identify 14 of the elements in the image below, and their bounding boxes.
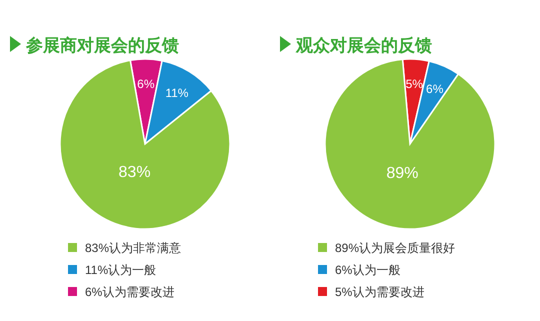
chart-title: 参展商对展会的反馈 [25, 36, 179, 55]
legend-label: 6%认为需要改进 [85, 285, 174, 299]
legend-label: 11%认为一般 [85, 263, 156, 277]
data-label: 83% [118, 164, 151, 181]
data-label: 89% [386, 164, 418, 182]
chart-title: 观众对展会的反馈 [295, 36, 432, 55]
data-label: 5% [406, 76, 424, 91]
legend-label: 5%认为需要改进 [335, 285, 424, 299]
legend-label: 83%认为非常满意 [85, 241, 182, 255]
data-label: 6% [137, 76, 155, 91]
data-label: 11% [165, 86, 189, 100]
legend-label: 89%认为展会质量很好 [335, 241, 456, 255]
legend-label: 6%认为一般 [335, 263, 400, 277]
data-label: 6% [426, 82, 444, 96]
